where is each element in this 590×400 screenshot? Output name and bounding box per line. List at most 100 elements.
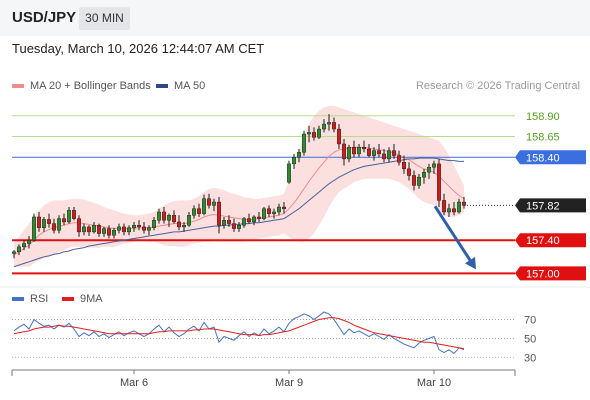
candle-body [457,201,462,213]
candle [246,213,251,224]
candle [297,148,302,163]
ma9-legend-label: 9MA [80,293,103,305]
candle [206,193,211,209]
candle [432,160,437,174]
candle-body [161,211,166,221]
candle [32,213,37,242]
candle-body [347,147,352,160]
price-tag-support [515,233,586,248]
ma9-swatch [62,297,74,301]
candle [66,207,71,224]
candle-body [11,251,16,254]
x-label-mar-9: Mar 9 [275,377,303,389]
candle-body [211,201,216,206]
candle [422,168,427,184]
candle [392,143,397,159]
candle-body [231,223,236,229]
candle-body [86,226,91,233]
candle [367,143,372,158]
candle [42,216,47,232]
candle-body [397,155,402,163]
candle-body [121,226,126,233]
candle [62,213,67,226]
candle [302,130,307,156]
legend-rsi: RSI [12,293,48,305]
candle [462,197,467,209]
candle [337,124,342,149]
candle-body [287,163,292,183]
candle-body [282,206,287,209]
candle [267,205,272,217]
candle-body [131,225,136,228]
candle-body [312,132,317,138]
candle-body [251,216,256,223]
level-label-157-40: 157.40 [526,235,560,247]
candle [47,213,52,228]
candle [417,173,422,189]
candle [91,221,96,234]
candle [372,147,377,161]
candle-body [292,157,297,165]
level-label-158-40: 158.40 [526,152,560,164]
candle-body [91,225,96,233]
candle-body [322,123,327,130]
candle [251,215,256,226]
level-label-158-90: 158.90 [526,111,560,123]
candle [17,244,22,256]
candle-body [42,219,47,228]
candle-body [126,227,131,233]
candle-body [186,215,191,226]
candle [262,207,267,221]
candle-body [22,243,27,248]
candle-body [327,122,332,125]
candle-body [332,122,337,130]
timeframe-badge[interactable]: 30 MIN [79,7,130,30]
candle-body [462,201,467,206]
candle [86,225,91,237]
candle [71,207,76,221]
candle-body [362,147,367,150]
candle-body [432,163,437,168]
candle [116,223,121,234]
candle [397,150,402,166]
candle-body [246,218,251,223]
ma20-swatch [12,84,24,88]
ma50-legend-label: MA 50 [174,80,206,92]
candle [156,208,161,224]
forecast-arrow-head [464,256,476,270]
candle-body [382,153,387,160]
legend-ma50: MA 50 [156,80,205,92]
candle-body [272,211,277,214]
candle-body [111,230,116,236]
candle-body [357,147,362,155]
candle-body [387,150,392,160]
rsi-tick-70: 70 [524,315,536,327]
candle [307,125,312,143]
candle-body [47,219,52,224]
candle [171,210,176,224]
candle [292,153,297,169]
ma50-swatch [156,84,168,88]
rsi-ma9-line [13,317,465,350]
candle [106,225,111,239]
candle-body [141,226,146,231]
timestamp-label: Tuesday, March 10, 2026 12:44:07 AM CET [12,41,265,56]
candle [387,147,392,163]
candle [151,216,156,231]
forecast-arrow-shaft [433,205,473,264]
candle [101,226,106,237]
candle-body [262,208,267,219]
candle-body [337,128,342,145]
candle-body [437,163,442,201]
candle [52,218,57,234]
candle-body [17,246,22,253]
candle-body [146,227,151,231]
candle-body [407,168,412,176]
candle-body [136,225,141,228]
candle [442,193,447,216]
candle-body [342,143,347,160]
candle [352,140,357,158]
candle [57,215,62,234]
candle [81,223,86,236]
